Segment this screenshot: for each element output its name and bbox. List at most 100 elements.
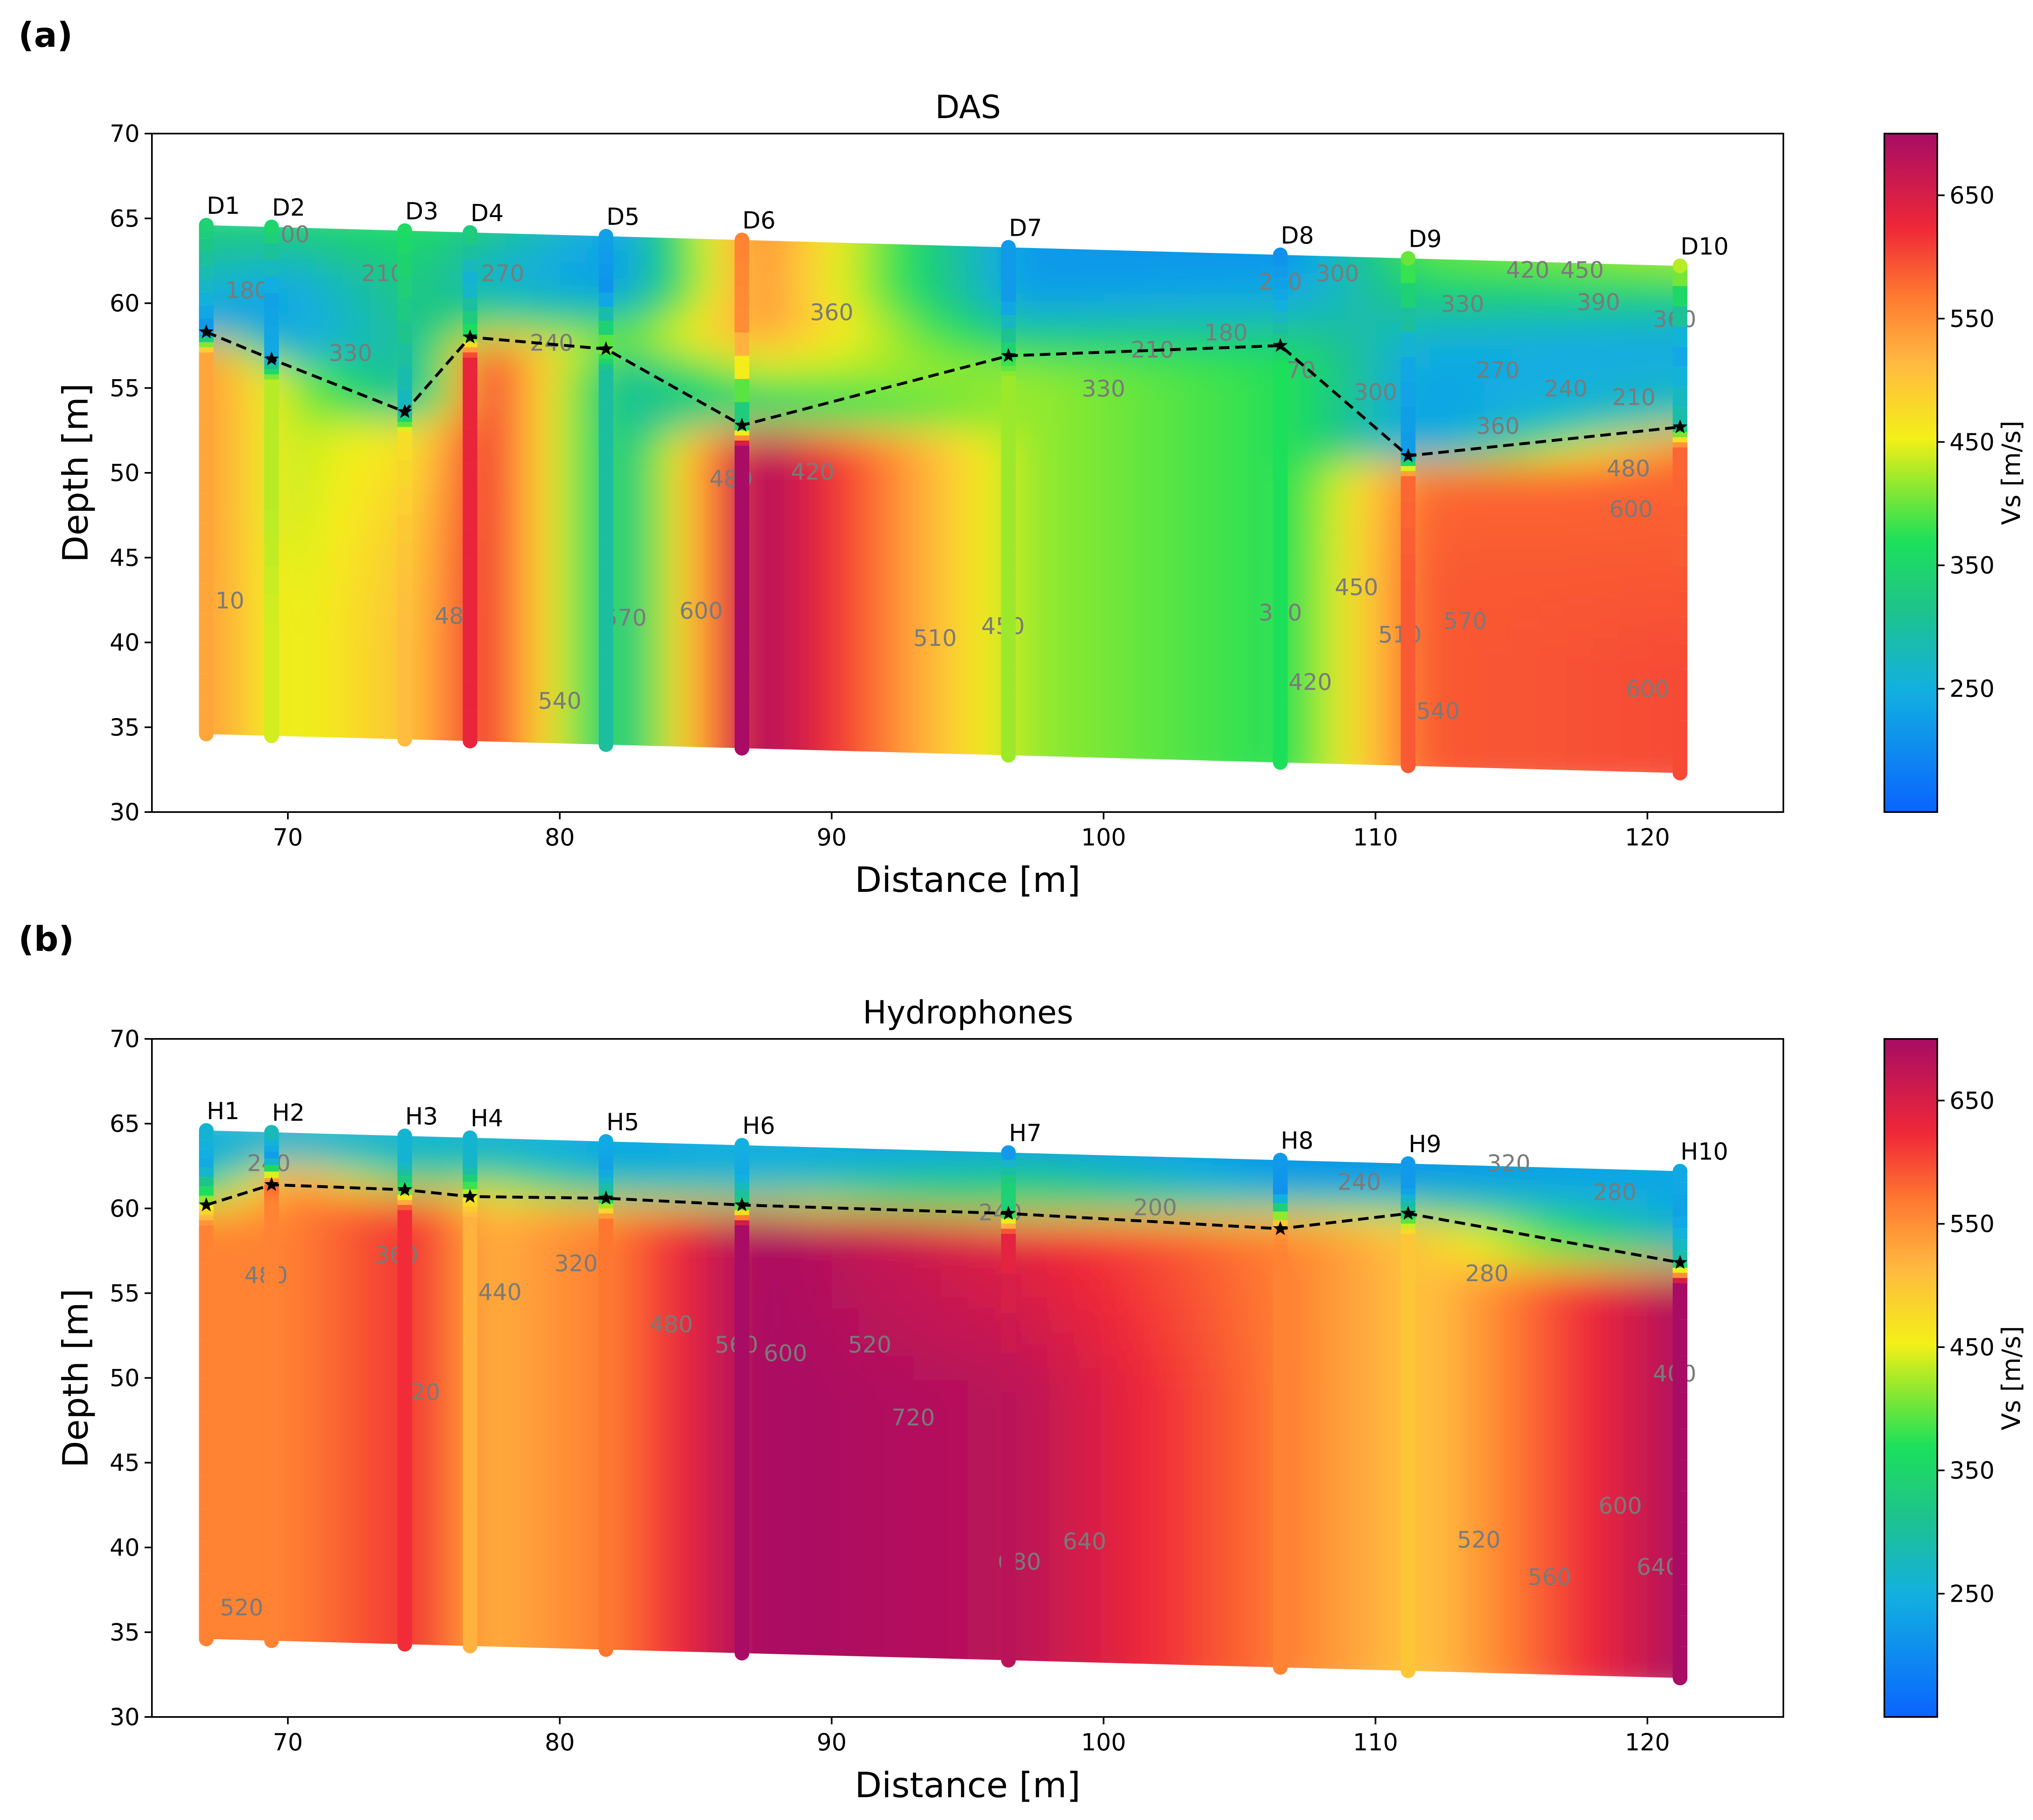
field-cell (641, 450, 669, 463)
field-cell (342, 652, 370, 665)
field-cell (396, 747, 424, 760)
field-cell (532, 688, 560, 701)
field-cell (1565, 522, 1594, 534)
field-cell (1430, 522, 1458, 534)
field-cell (913, 735, 941, 748)
field-cell (696, 1439, 724, 1451)
field-cell (804, 1415, 832, 1428)
field-cell (696, 1284, 724, 1297)
field-cell (1185, 664, 1213, 677)
field-cell (1511, 296, 1539, 309)
field-cell (1212, 569, 1240, 582)
field-cell (478, 1474, 506, 1487)
column-cap-top (264, 220, 279, 235)
field-cell (342, 605, 370, 618)
field-cell (560, 237, 588, 250)
field-cell (1294, 629, 1322, 641)
field-cell (1239, 581, 1267, 594)
field-cell (288, 1652, 316, 1665)
field-cell (369, 1130, 397, 1143)
field-cell (940, 510, 968, 523)
velocity-field-b (152, 1130, 1680, 1700)
field-cell (152, 474, 180, 487)
field-cell (1484, 296, 1512, 309)
field-cell (315, 617, 343, 630)
field-cell (478, 463, 506, 475)
field-cell (315, 1403, 343, 1416)
field-cell (560, 225, 588, 226)
field-cell (532, 546, 560, 558)
station-label-D6: D6 (742, 206, 776, 234)
field-cell (1348, 533, 1376, 547)
field-cell (533, 783, 560, 795)
field-cell (233, 783, 261, 795)
field-cell (1321, 546, 1349, 558)
field-cell (858, 1415, 887, 1428)
field-cell (1022, 427, 1050, 439)
field-cell (233, 676, 261, 689)
field-cell (505, 1368, 533, 1380)
field-cell (505, 1486, 533, 1499)
field-cell (1729, 617, 1757, 629)
field-cell (152, 1131, 180, 1143)
field-cell (750, 427, 778, 439)
field-cell (1131, 261, 1159, 273)
field-cell (1022, 1664, 1050, 1677)
field-cell (342, 261, 370, 273)
field-cell (451, 747, 479, 760)
field-cell (342, 1498, 370, 1511)
field-cell (1565, 439, 1594, 451)
field-cell (777, 783, 805, 795)
field-cell (832, 1688, 859, 1700)
field-cell (1321, 747, 1349, 760)
field-cell (668, 356, 696, 368)
field-cell (1484, 735, 1512, 748)
field-cell (1185, 439, 1213, 451)
field-cell (233, 558, 261, 570)
field-cell (1539, 284, 1566, 297)
field-cell (1348, 676, 1376, 689)
field-cell (369, 320, 397, 333)
field-cell (968, 700, 995, 713)
field-cell (1539, 664, 1566, 677)
field-cell (940, 783, 968, 795)
field-cell (1158, 308, 1186, 321)
field-cell (560, 1534, 588, 1546)
field-cell (804, 1166, 832, 1179)
field-cell (913, 1166, 941, 1179)
field-cell (233, 771, 261, 773)
field-cell (614, 463, 642, 475)
field-cell (1729, 356, 1757, 368)
field-cell (777, 1237, 805, 1250)
field-cell (940, 1296, 968, 1309)
field-cell (505, 1320, 533, 1333)
field-cell (560, 629, 588, 641)
field-cell (832, 1605, 859, 1618)
field-cell (1131, 249, 1159, 261)
field-cell (532, 1178, 560, 1190)
field-cell (614, 450, 642, 463)
field-cell (532, 272, 560, 285)
field-cell (696, 1225, 724, 1238)
field-cell (233, 747, 261, 760)
field-cell (968, 533, 995, 547)
field-cell (1131, 700, 1159, 713)
field-cell (261, 783, 288, 795)
field-cell (858, 344, 887, 356)
column-cap-bottom (1273, 755, 1288, 770)
field-cell (288, 1617, 316, 1629)
field-cell (1375, 237, 1403, 250)
field-cell (1049, 225, 1077, 226)
field-cell (288, 1640, 316, 1653)
field-cell (940, 320, 968, 333)
field-cell (560, 1225, 588, 1238)
field-cell (532, 700, 560, 713)
field-cell (451, 783, 479, 795)
field-cell (288, 332, 316, 345)
field-cell (1729, 368, 1757, 380)
field-cell (886, 237, 914, 250)
field-cell (750, 617, 778, 630)
field-cell (1375, 415, 1403, 428)
field-cell (233, 546, 261, 558)
field-cell (1076, 474, 1104, 487)
